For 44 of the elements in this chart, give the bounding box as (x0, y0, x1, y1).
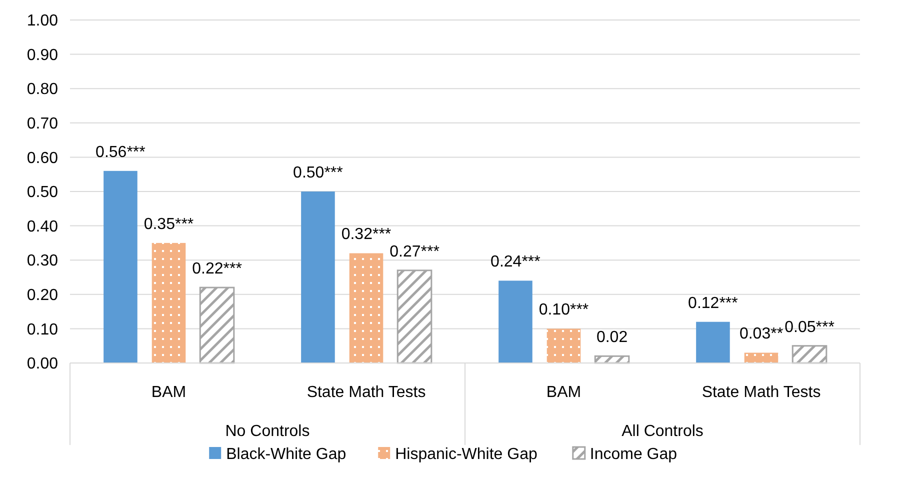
data-label: 0.12*** (688, 294, 738, 312)
data-label: 0.50*** (293, 164, 343, 182)
legend-label: Hispanic-White Gap (395, 446, 538, 463)
data-label: 0.10*** (538, 302, 589, 319)
data-label: 0.32*** (341, 226, 392, 244)
x-tick-label: BAM (151, 384, 186, 401)
y-tick-label: 0.40 (26, 218, 58, 236)
bar (152, 242, 186, 363)
x-tick-label: BAM (546, 384, 582, 401)
y-tick-label: 0.90 (26, 46, 58, 64)
y-tick-label: 0.30 (26, 252, 58, 270)
bar (396, 270, 432, 364)
data-label: 0.05*** (784, 318, 834, 336)
x-tick-label: State Math Tests (702, 384, 821, 401)
data-label: 0.03** (739, 326, 784, 343)
x-tick-label: State Math Tests (306, 384, 426, 401)
bar (104, 170, 138, 363)
data-label: 0.56*** (96, 144, 146, 161)
y-tick-label: 0.80 (26, 81, 58, 98)
y-tick-label: 0.10 (26, 321, 58, 338)
legend-label: Income Gap (590, 446, 678, 463)
y-tick-label: 0.20 (26, 287, 58, 304)
bar (744, 352, 778, 363)
legend-label: Black-White Gap (226, 446, 346, 463)
y-tick-label: 1.00 (26, 12, 58, 30)
data-label: 0.24*** (490, 254, 540, 271)
data-label: 0.27*** (390, 243, 440, 260)
bar (546, 328, 581, 363)
y-tick-label: 0.70 (26, 116, 58, 132)
text: All Controls (622, 423, 704, 440)
y-tick-label: 0.60 (26, 150, 58, 167)
bar (199, 286, 235, 364)
bar (498, 280, 532, 363)
text: No Controls (225, 423, 310, 440)
data-label: 0.02 (596, 329, 628, 346)
bar (594, 355, 630, 364)
bar (301, 192, 335, 363)
bar (349, 253, 384, 363)
y-tick-label: 0.00 (26, 356, 58, 373)
data-label: 0.35*** (144, 216, 194, 233)
bar (696, 322, 730, 363)
data-label: 0.22*** (192, 260, 242, 278)
y-tick-label: 0.50 (26, 184, 58, 202)
bar (792, 345, 828, 364)
